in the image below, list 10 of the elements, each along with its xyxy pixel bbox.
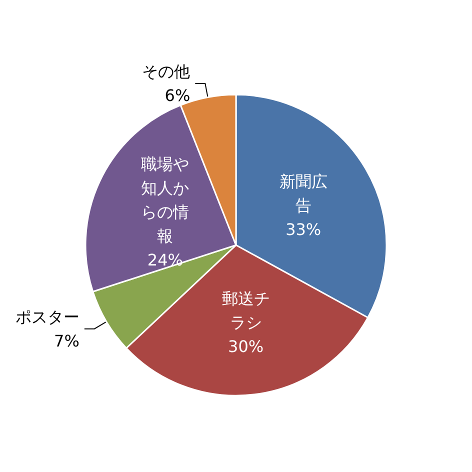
slice-label: ポスター xyxy=(15,307,80,326)
data-label: 30% xyxy=(228,337,264,356)
data-label: 6% xyxy=(164,86,190,106)
data-label: 7% xyxy=(54,331,80,350)
data-label: 33% xyxy=(286,220,322,239)
slice-label: その他 xyxy=(142,62,190,82)
slice-label: 職場や知人からの情報 xyxy=(141,154,190,246)
slice-label: 郵送チラシ xyxy=(222,289,270,332)
slice-label: 新聞広告 xyxy=(279,172,328,215)
data-label: 24% xyxy=(147,250,183,270)
